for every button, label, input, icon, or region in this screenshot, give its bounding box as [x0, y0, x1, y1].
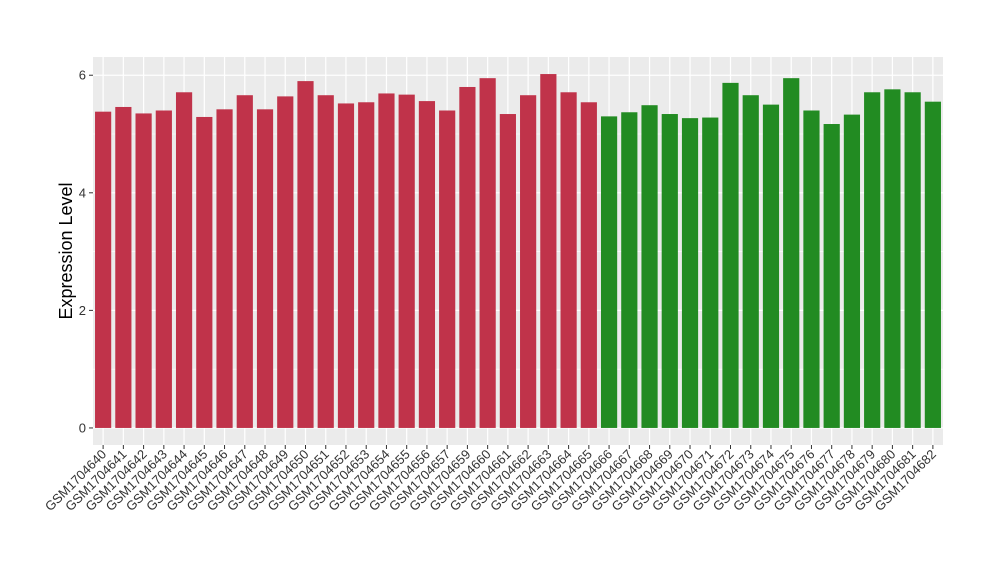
bar [479, 78, 496, 428]
bar [95, 111, 112, 428]
bar [540, 74, 557, 428]
bar [600, 116, 618, 428]
bar [337, 103, 355, 428]
bar [520, 95, 537, 428]
bar [580, 102, 597, 428]
bar [560, 92, 577, 428]
bar [904, 92, 921, 428]
bar [418, 101, 436, 428]
bar [277, 96, 294, 428]
bar [762, 104, 780, 428]
bar [236, 95, 253, 428]
bar [641, 105, 658, 428]
y-axis-title: Expression Level [56, 182, 76, 319]
bar [358, 102, 375, 428]
bar [783, 78, 800, 428]
bar [175, 92, 193, 428]
bar [681, 118, 699, 428]
bar [196, 116, 213, 428]
bar [216, 109, 233, 428]
bar [924, 101, 941, 428]
bar [256, 109, 274, 428]
bar [398, 94, 415, 428]
bar [297, 81, 314, 428]
bar [702, 117, 719, 428]
bar [459, 86, 476, 428]
y-tick-label: 6 [79, 68, 86, 83]
bar [803, 110, 820, 428]
bar [864, 92, 881, 428]
bar [843, 114, 861, 428]
bar [135, 113, 152, 428]
bar [115, 106, 132, 428]
plot-panel [93, 57, 943, 445]
bar [155, 110, 172, 428]
y-tick-label: 2 [79, 303, 86, 318]
bar [317, 95, 334, 428]
y-tick-label: 4 [79, 185, 86, 200]
bar [378, 93, 395, 428]
bar [621, 112, 638, 428]
bar [884, 89, 901, 428]
bar [722, 82, 739, 428]
bar [661, 114, 678, 428]
bar [439, 110, 456, 428]
y-tick-label: 0 [79, 420, 86, 435]
bar [499, 114, 516, 428]
bar [823, 124, 840, 428]
bar [742, 95, 759, 428]
